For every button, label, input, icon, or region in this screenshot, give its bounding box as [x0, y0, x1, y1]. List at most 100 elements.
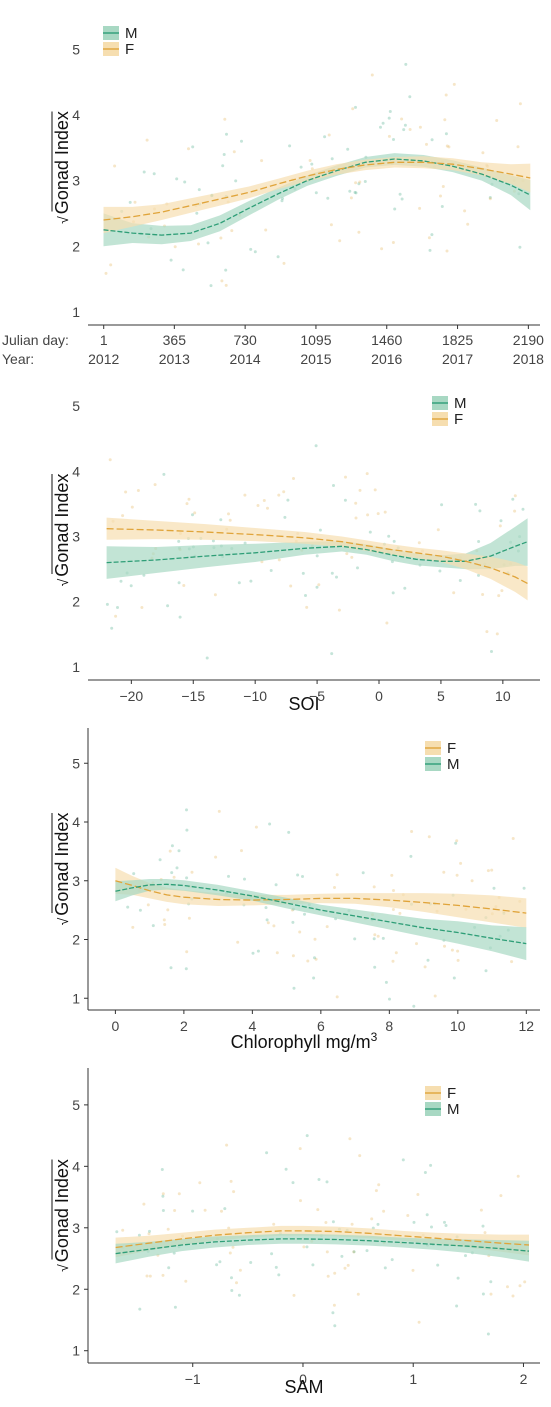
observation-dot	[268, 822, 272, 826]
x-tick-label: 1	[409, 1371, 417, 1387]
observation-dot	[398, 911, 402, 915]
observation-dot	[511, 837, 515, 840]
observation-dot	[124, 490, 128, 494]
observation-dot	[511, 1294, 515, 1298]
observation-dot	[358, 180, 362, 184]
observation-dot	[403, 123, 407, 127]
observation-dot	[444, 93, 448, 97]
series-line-f	[106, 528, 528, 585]
x-tick-label: −20	[119, 688, 143, 704]
observation-dot	[166, 908, 170, 912]
observation-dot	[411, 1268, 415, 1272]
observation-dot	[313, 956, 316, 960]
observation-dot	[376, 512, 380, 516]
y-tick-label: 4	[72, 1158, 80, 1174]
observation-dot	[388, 110, 392, 113]
x-tick-label: 10	[495, 688, 511, 704]
observation-dot	[166, 604, 170, 608]
confidence-band-m	[115, 879, 527, 961]
legend-label-m: M	[447, 756, 460, 773]
observation-dot	[234, 179, 238, 183]
observation-dot	[310, 167, 314, 171]
observation-dot	[147, 1232, 151, 1236]
observation-dot	[182, 584, 186, 587]
observation-dot	[417, 1320, 421, 1324]
observation-dot	[142, 1202, 146, 1206]
observation-dot	[485, 630, 489, 634]
observation-dot	[335, 873, 339, 877]
observation-dot	[518, 245, 522, 249]
observation-dot	[236, 940, 240, 944]
x-tick-label: 6	[317, 1018, 325, 1034]
observation-dot	[110, 626, 114, 630]
observation-dot	[458, 579, 462, 582]
observation-dot	[412, 1220, 416, 1224]
x-tick-label-year: 2016	[371, 351, 402, 367]
observation-dot	[214, 855, 218, 859]
observation-dot	[418, 206, 422, 210]
observation-dot	[121, 514, 125, 518]
x-axis-title: SAM	[284, 1377, 323, 1397]
legend-label-f: F	[447, 1085, 456, 1102]
chart-panel-1: 1 2 3 4 5 1 2012 365 2013 730 2014 1095 2015 1460 2016…	[2, 25, 544, 367]
observation-dot	[521, 507, 525, 511]
observation-dot	[266, 506, 269, 510]
observation-dot	[388, 997, 391, 1001]
observation-dot	[443, 1220, 446, 1224]
observation-dot	[490, 650, 493, 653]
observation-dot	[138, 908, 142, 912]
observation-dot	[302, 1245, 306, 1249]
observation-dot	[104, 271, 108, 275]
observation-dot	[429, 1163, 433, 1167]
observation-dot	[299, 165, 303, 169]
observation-dot	[105, 602, 109, 606]
observation-dot	[310, 162, 314, 166]
observation-dot	[464, 1254, 467, 1258]
x-tick-label-julian: 1825	[442, 332, 473, 348]
observation-dot	[370, 1217, 374, 1221]
observation-dot	[427, 835, 431, 839]
observation-dot	[301, 875, 304, 878]
observation-dot	[243, 493, 247, 497]
observation-dot	[391, 959, 395, 963]
observation-dot	[197, 242, 200, 246]
observation-dot	[390, 1258, 394, 1262]
observation-dot	[450, 948, 454, 952]
observation-dot	[459, 861, 463, 865]
observation-dot	[410, 830, 414, 833]
observation-dot	[187, 497, 191, 501]
observation-dot	[249, 579, 253, 583]
chart-panel-2: 1 2 3 4 5 −20 −15 −10 −5 0 5 10 SOI √Gonad Index MF	[51, 395, 540, 714]
observation-dot	[291, 954, 295, 958]
x-tick-label: 10	[450, 1018, 466, 1034]
observation-dot	[274, 1265, 278, 1269]
observation-dot	[466, 222, 470, 226]
observation-dot	[492, 886, 496, 890]
observation-dot	[361, 871, 365, 875]
confidence-band-m	[106, 518, 528, 579]
y-tick-label: 1	[72, 659, 80, 675]
observation-dot	[416, 1193, 420, 1196]
observation-dot	[329, 223, 333, 227]
observation-dot	[349, 196, 353, 200]
observation-dot	[323, 135, 327, 139]
y-axis-title: √ Gonad Index	[51, 1159, 72, 1272]
observation-dot	[445, 144, 449, 148]
observation-dot	[193, 511, 197, 515]
x-tick-label: 0	[299, 1371, 307, 1387]
observation-dot	[224, 268, 228, 272]
y-tick-label: 1	[72, 304, 80, 320]
observation-dot	[346, 1263, 350, 1267]
observation-dot	[354, 516, 358, 520]
observation-dot	[497, 594, 501, 598]
observation-dot	[266, 921, 270, 925]
y-tick-label: 2	[72, 1281, 80, 1297]
x-tick-label-year: 2012	[88, 351, 119, 367]
observation-dot	[417, 541, 421, 545]
y-tick-label: 1	[72, 1343, 80, 1359]
observation-dot	[205, 656, 209, 660]
observation-dot	[490, 868, 494, 872]
observation-dot	[354, 181, 358, 185]
series-line-m	[115, 1238, 530, 1255]
observation-dot	[173, 1305, 177, 1309]
